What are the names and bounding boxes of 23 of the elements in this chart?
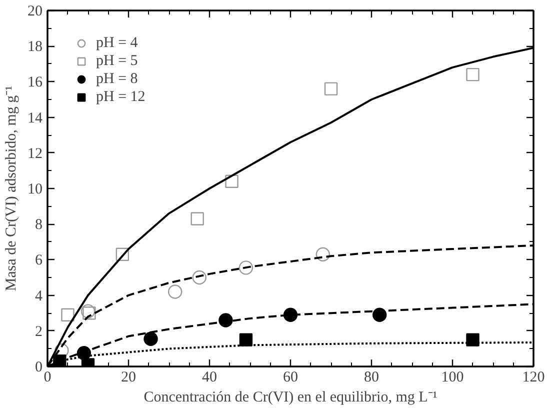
- y-axis-title: Masa de Cr(VI) adsorbido, mg g⁻¹: [4, 86, 20, 292]
- x-axis-title: Concentración de Cr(VI) en el equilibrio, mg L⁻¹: [144, 390, 438, 406]
- legend-label: pH = 5: [96, 52, 138, 70]
- legend-label: pH = 4: [96, 34, 138, 52]
- y-tick-label: 10: [28, 182, 42, 198]
- x-tick-label: 60: [283, 370, 298, 386]
- y-tick-label: 18: [28, 39, 42, 56]
- y-tick-label: 6: [35, 252, 43, 269]
- legend-label: pH = 12: [96, 88, 146, 106]
- x-tick-label: 20: [121, 370, 136, 386]
- y-tick-label: 4: [35, 288, 43, 304]
- y-tick-label: 16: [28, 74, 43, 91]
- y-tick-label: 14: [28, 110, 43, 126]
- legend-label: pH = 8: [96, 70, 138, 88]
- x-tick-label: 80: [364, 370, 379, 386]
- y-tick-label: 12: [28, 146, 42, 162]
- y-tick-label: 0: [35, 360, 42, 376]
- x-tick-label: 40: [202, 370, 217, 386]
- y-tick-label: 20: [28, 4, 42, 20]
- y-tick-label: 2: [35, 324, 42, 340]
- y-tick-label: 8: [35, 217, 42, 234]
- x-tick-label: 100: [441, 370, 464, 386]
- x-tick-label: 120: [522, 370, 545, 386]
